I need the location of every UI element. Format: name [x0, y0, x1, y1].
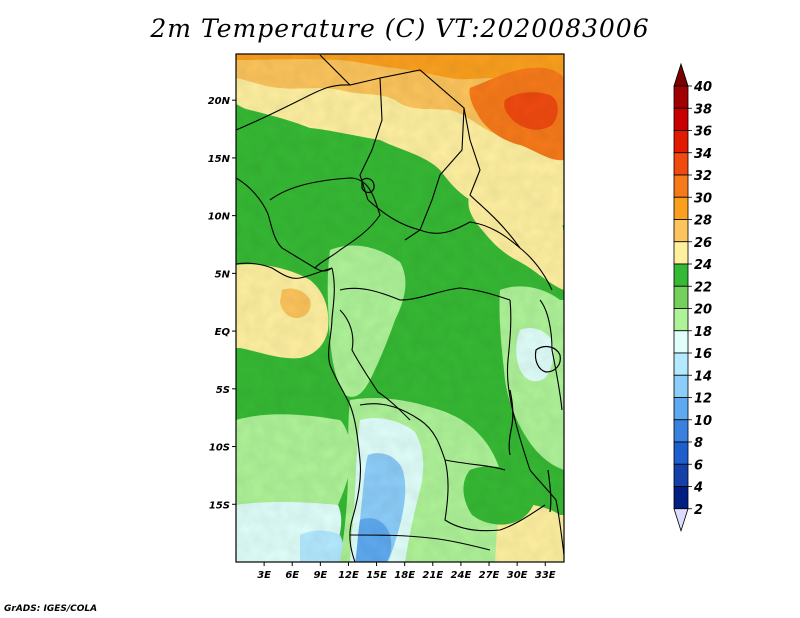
map-panel	[236, 54, 564, 562]
colorbar-label: 38	[694, 102, 712, 117]
lon-tick-label: 27E	[479, 570, 500, 581]
colorbar-label: 20	[694, 303, 712, 318]
colorbar-label: 12	[694, 392, 712, 407]
lon-tick-label: 15E	[366, 570, 387, 581]
colorbar-box	[673, 308, 689, 332]
lakes	[361, 177, 561, 513]
border-zambia	[444, 459, 546, 532]
lon-tick-label: 21E	[422, 570, 443, 581]
border-sahel-c	[236, 84, 351, 131]
colorbar-label: 8	[694, 436, 703, 451]
colorbar-box	[673, 174, 689, 198]
map-frame	[235, 53, 565, 563]
lon-tick-label: 18E	[394, 570, 415, 581]
lat-tick-label: 5S	[216, 385, 230, 396]
colorbar-top-cap	[673, 62, 689, 87]
colorbar-box	[673, 352, 689, 376]
lon-tick-label: 12E	[338, 570, 359, 581]
lon-tick-label: 30E	[507, 570, 528, 581]
border-sudan	[463, 107, 553, 291]
lon-tick-label: 9E	[313, 570, 327, 581]
colorbar-box	[673, 486, 689, 510]
colorbar-label: 2	[694, 503, 703, 518]
lon-tick-label: 6E	[285, 570, 299, 581]
lon-tick-label: 3E	[257, 570, 271, 581]
lake-malawi	[547, 469, 552, 513]
lat-tick-label: 10S	[209, 443, 230, 454]
colorbar-label: 40	[693, 80, 712, 95]
colorbar-label: 32	[694, 169, 712, 184]
field-texture	[236, 54, 564, 562]
colorbar-label: 36	[694, 125, 712, 140]
colorbar-box	[673, 130, 689, 154]
colorbar-label: 6	[694, 458, 703, 473]
colorbar-bottom-cap	[673, 508, 689, 533]
coastline-bight	[236, 262, 333, 279]
lat-tick-label: 15S	[209, 500, 230, 511]
border-drc-angola	[359, 403, 506, 471]
map-title: 2m Temperature (C) VT:2020083006	[150, 14, 650, 43]
border-congo	[339, 309, 411, 421]
coastline-west-africa	[236, 177, 333, 272]
latitude-axis: 20N 15N 10N 5N EQ 5S 10S 15S	[208, 96, 236, 511]
lake-tanganyika	[508, 389, 514, 456]
political-boundaries	[236, 54, 564, 562]
lat-tick-label: 10N	[208, 212, 231, 223]
colorbar-box	[673, 85, 689, 109]
border-car-drc	[339, 287, 511, 301]
colorbar-label: 4	[693, 481, 703, 496]
colorbar-box	[673, 330, 689, 354]
colorbar-label: 10	[694, 414, 712, 429]
colorbar-label: 14	[694, 369, 712, 384]
colorbar-box	[673, 219, 689, 243]
colorbar-label: 30	[694, 191, 712, 206]
colorbar-label: 34	[694, 147, 712, 162]
colorbar-box	[673, 152, 689, 176]
colorbar-box	[673, 107, 689, 131]
colorbar-box	[673, 397, 689, 421]
lat-tick-label: 15N	[208, 154, 231, 165]
longitude-axis: 3E 6E 9E 12E 15E 18E 21E 24E 27E 30E 33E	[257, 562, 556, 581]
border-chad-car	[367, 199, 521, 249]
lon-tick-label: 24E	[451, 570, 472, 581]
lat-tick-label: 20N	[208, 96, 231, 107]
border-east-south	[529, 469, 564, 556]
lat-tick-label: 5N	[215, 269, 231, 280]
lake-victoria	[534, 345, 561, 373]
lake-chad	[361, 177, 375, 194]
colorbar-box	[673, 374, 689, 398]
border-sahel-b	[379, 69, 465, 241]
colorbar-label: 28	[694, 214, 712, 229]
colorbar-label: 26	[694, 236, 712, 251]
colorbar-box	[673, 441, 689, 465]
border-great-lakes	[506, 299, 531, 471]
colorbar-box	[673, 263, 689, 287]
grads-credit: GrADS: IGES/COLA	[4, 604, 98, 614]
colorbar-box	[673, 241, 689, 265]
colorbar-label: 16	[694, 347, 712, 362]
colorbar-box	[673, 463, 689, 487]
border-east	[539, 299, 563, 411]
lat-tick-label: EQ	[215, 327, 231, 338]
border-nigeria	[269, 177, 381, 269]
colorbar: 40 38 36 34 32 30 28 26 24 22 20 18 16 14 12 10 8 6 4 2	[673, 62, 712, 533]
coastline-central-africa	[328, 267, 362, 562]
colorbar-box	[673, 196, 689, 220]
colorbar-box	[673, 285, 689, 309]
border-angola-south	[349, 534, 491, 551]
colorbar-label: 22	[694, 280, 712, 295]
colorbar-box	[673, 419, 689, 443]
lon-tick-label: 33E	[535, 570, 556, 581]
colorbar-label: 24	[694, 258, 712, 273]
colorbar-label: 18	[694, 325, 712, 340]
